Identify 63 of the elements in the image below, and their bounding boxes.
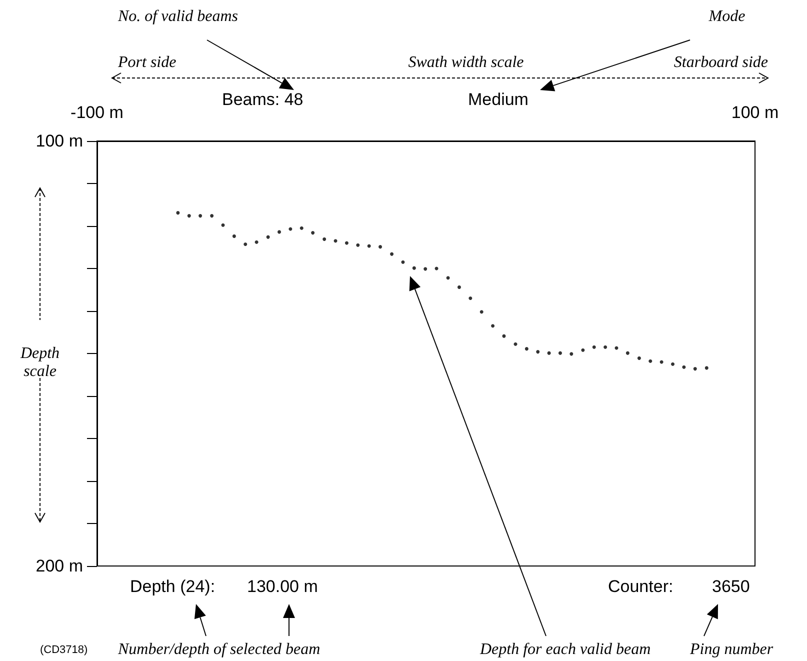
point [210, 214, 214, 218]
text: Starboard side [674, 54, 768, 72]
point [604, 345, 608, 349]
point [558, 351, 562, 355]
point [502, 334, 506, 338]
text: Beams: 48 [222, 90, 304, 110]
point [344, 241, 348, 245]
point [356, 243, 360, 247]
point [187, 214, 191, 218]
point [536, 350, 540, 354]
point [198, 214, 202, 218]
point [278, 230, 282, 234]
point [288, 227, 292, 231]
point [637, 356, 641, 360]
point [266, 235, 270, 239]
point [457, 285, 461, 289]
text: 130.00 m [247, 577, 318, 597]
text: Mode [708, 8, 746, 26]
point [547, 351, 551, 355]
point [221, 223, 225, 227]
point [367, 244, 371, 248]
point [446, 276, 450, 280]
point [244, 242, 248, 246]
point [480, 310, 484, 314]
point [581, 348, 585, 352]
point [300, 226, 304, 230]
point [176, 211, 180, 215]
point [570, 352, 574, 356]
point [682, 365, 686, 369]
point [401, 260, 405, 264]
point [232, 234, 236, 238]
point [468, 296, 472, 300]
point [626, 351, 630, 355]
text: Swath width scale [408, 54, 524, 72]
text: (CD3718) [40, 644, 88, 656]
text: 3650 [712, 577, 750, 597]
text: Depth scale [19, 345, 61, 380]
point [424, 267, 428, 271]
point [378, 245, 382, 249]
point [671, 362, 674, 366]
point [311, 231, 315, 235]
point [390, 252, 394, 256]
point [693, 367, 697, 371]
text: Ping number [690, 641, 774, 659]
point [491, 324, 495, 328]
text: Depth for each valid beam [480, 641, 651, 659]
text: Depth (24): [130, 577, 216, 597]
point [514, 342, 518, 346]
point [334, 239, 338, 243]
text: No. of valid beams [118, 8, 238, 26]
point [704, 366, 708, 370]
point [648, 359, 652, 363]
point [524, 347, 528, 351]
y-tick-label: 200 m [36, 556, 83, 576]
point [254, 240, 258, 244]
text: Port side [118, 54, 176, 72]
point [412, 266, 416, 270]
point [322, 237, 326, 241]
point [592, 345, 596, 349]
x-tick-label: -100 m [70, 103, 124, 122]
text: Counter: [608, 577, 674, 597]
text: Number/depth of selected beam [118, 641, 320, 659]
text: Medium [468, 90, 528, 110]
